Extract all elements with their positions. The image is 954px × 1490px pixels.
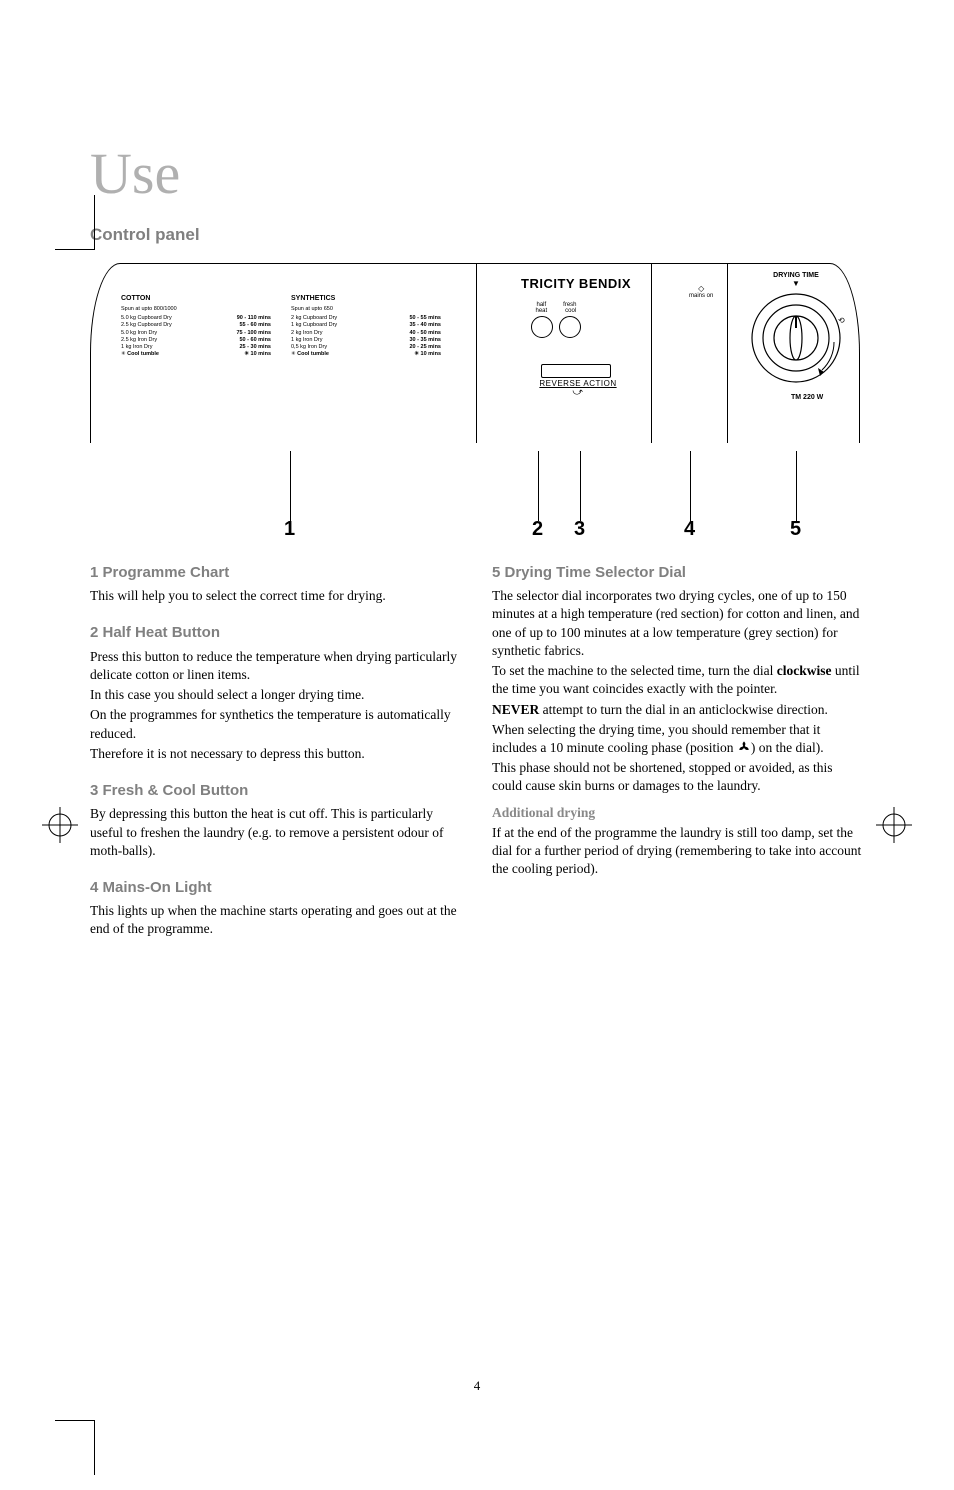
model-label: TM 220 W: [791, 394, 823, 401]
dial-title: DRYING TIME: [741, 272, 851, 279]
page-title: Use: [90, 140, 954, 207]
sub-heading: Additional drying: [492, 804, 864, 822]
fan-icon: [737, 740, 751, 754]
prog-row: 1 kg Cupboard Dry35 - 40 mins: [291, 322, 441, 329]
mains-on-icon: ◇: [689, 284, 713, 293]
prog-row: 2 kg Cupboard Dry50 - 55 mins: [291, 315, 441, 322]
section-heading: 5 Drying Time Selector Dial: [492, 563, 864, 583]
section-block: 2 Half Heat Button Press this button to r…: [90, 623, 462, 763]
prog-row: 1 kg Iron Dry25 - 30 mins: [121, 344, 271, 351]
mains-on-indicator: ◇ mains on: [689, 284, 713, 299]
page-number: 4: [0, 1378, 954, 1394]
brand-label: TRICITY BENDIX: [521, 276, 631, 291]
callout-numbers: 1 2 3 4 5: [90, 451, 860, 541]
callout-5: 5: [790, 518, 801, 541]
section-heading: 3 Fresh & Cool Button: [90, 781, 462, 801]
control-panel-diagram: COTTON Spun at upto 800/1000 5.0 kg Cupb…: [90, 263, 864, 443]
prog-row: 5.0 kg Iron Dry75 - 100 mins: [121, 330, 271, 337]
callout-3: 3: [574, 518, 585, 541]
programme-chart: COTTON Spun at upto 800/1000 5.0 kg Cupb…: [121, 294, 441, 358]
prog-row: 2.5 kg Iron Dry50 - 60 mins: [121, 337, 271, 344]
mains-on-label: mains on: [689, 293, 713, 299]
synth-cool: ✳ Cool tumble✳ 10 mins: [291, 351, 441, 358]
drying-time-dial: DRYING TIME ▼ ⟲: [741, 272, 851, 393]
cotton-heading: COTTON: [121, 294, 271, 303]
crop-mark-bl: [55, 1420, 95, 1475]
callout-2: 2: [532, 518, 543, 541]
svg-text:⟲: ⟲: [838, 316, 845, 325]
callout-1: 1: [284, 518, 295, 541]
page-subtitle: Control panel: [90, 225, 954, 245]
prog-row: 2 kg Iron Dry40 - 50 mins: [291, 330, 441, 337]
section-body: Press this button to reduce the temperat…: [90, 648, 462, 763]
panel-divider: [727, 264, 728, 443]
dial-pointer-mark: ▼: [741, 279, 851, 288]
reverse-slot: [541, 364, 611, 378]
section-heading: 2 Half Heat Button: [90, 623, 462, 643]
callout-4: 4: [684, 518, 695, 541]
section-body: This will help you to select the correct…: [90, 587, 462, 605]
crop-mark-tl: [55, 195, 95, 250]
registration-target-left: [40, 805, 80, 845]
synthetics-heading: SYNTHETICS: [291, 294, 441, 303]
section-heading: 1 Programme Chart: [90, 563, 462, 583]
prog-row: 2.5 kg Cupboard Dry55 - 60 mins: [121, 322, 271, 329]
registration-target-right: [874, 805, 914, 845]
section-block: 5 Drying Time Selector Dial The selector …: [492, 563, 864, 879]
left-column: 1 Programme Chart This will help you to s…: [90, 563, 462, 957]
half-heat-knob: [531, 316, 553, 338]
prog-row: 5.0 kg Cupboard Dry90 - 110 mins: [121, 315, 271, 322]
prog-row: 1 kg Iron Dry30 - 35 mins: [291, 337, 441, 344]
reverse-action-label: REVERSE ACTION ⤻: [539, 380, 617, 398]
section-body: The selector dial incorporates two dryin…: [492, 587, 864, 878]
section-body: By depressing this button the heat is cu…: [90, 805, 462, 860]
section-heading: 4 Mains-On Light: [90, 878, 462, 898]
panel-divider: [651, 264, 652, 443]
cotton-cool: ✳ Cool tumble✳ 10 mins: [121, 351, 271, 358]
dial-icon: ⟲: [746, 288, 846, 388]
cotton-sub: Spun at upto 800/1000: [121, 306, 271, 313]
fresh-cool-label: fresh cool: [563, 302, 576, 314]
text-columns: 1 Programme Chart This will help you to s…: [90, 563, 864, 957]
section-block: 3 Fresh & Cool Button By depressing this …: [90, 781, 462, 860]
synthetics-sub: Spun at upto 650: [291, 306, 441, 313]
section-block: 4 Mains-On Light This lights up when the …: [90, 878, 462, 939]
panel-divider: [476, 264, 477, 443]
half-heat-label: half heat: [535, 302, 547, 314]
knob-buttons: half heat fresh cool: [531, 302, 581, 342]
prog-row: 0,5 kg Iron Dry20 - 25 mins: [291, 344, 441, 351]
fresh-cool-knob: [559, 316, 581, 338]
section-block: 1 Programme Chart This will help you to s…: [90, 563, 462, 605]
section-body: This lights up when the machine starts o…: [90, 902, 462, 938]
right-column: 5 Drying Time Selector Dial The selector …: [492, 563, 864, 957]
